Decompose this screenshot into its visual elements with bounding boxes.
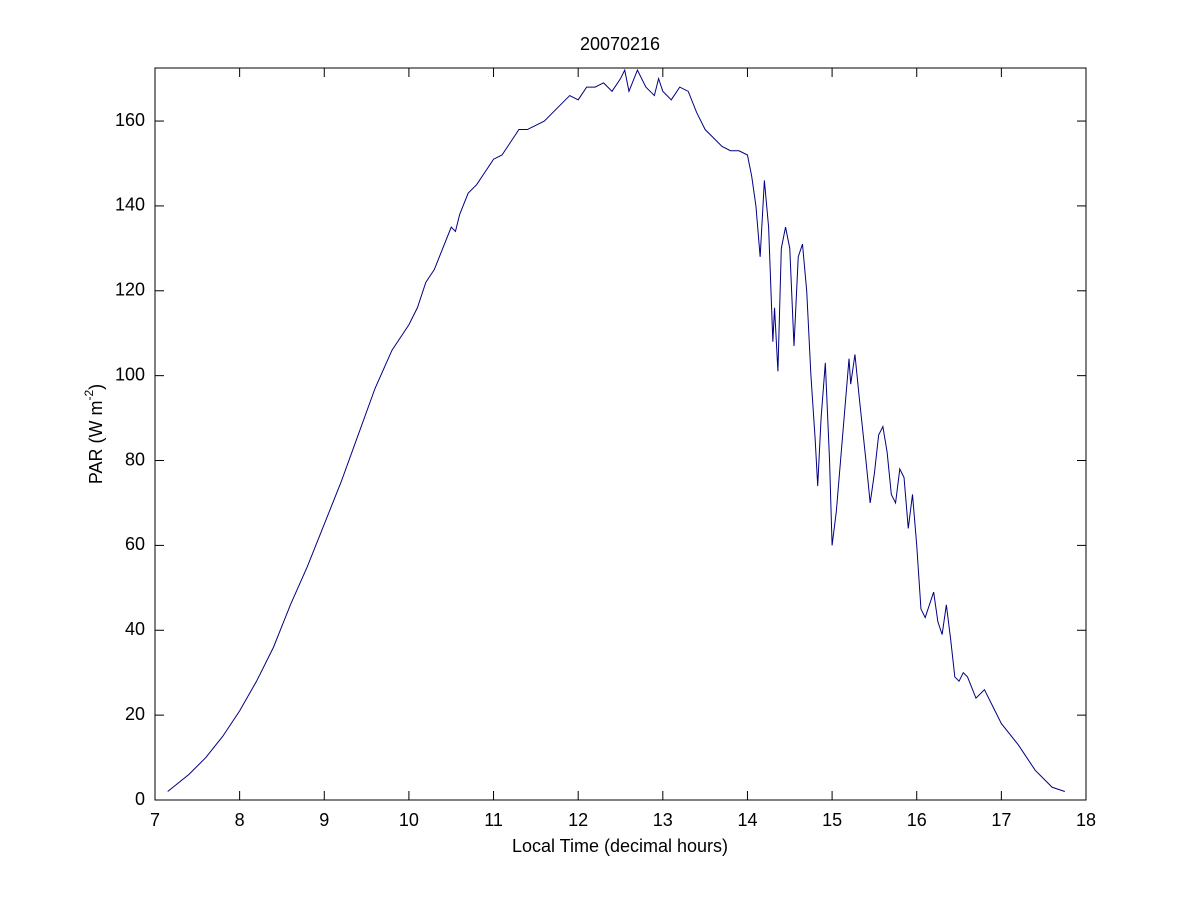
y-tick-label: 60 (125, 534, 145, 554)
x-tick-label: 7 (150, 810, 160, 830)
y-tick-label: 40 (125, 619, 145, 639)
x-tick-label: 8 (235, 810, 245, 830)
x-tick-label: 15 (822, 810, 842, 830)
data-line (167, 68, 1065, 792)
x-tick-label: 12 (568, 810, 588, 830)
plot-area (154, 67, 1087, 801)
y-label-sup: -2 (82, 390, 96, 401)
chart-title: 20070216 (580, 34, 660, 54)
y-label-end: ) (86, 384, 106, 390)
y-tick-label: 120 (115, 280, 145, 300)
y-label-base: PAR (W m (86, 401, 106, 485)
y-tick-label: 100 (115, 364, 145, 384)
y-tick-label: 140 (115, 195, 145, 215)
x-tick-label: 10 (399, 810, 419, 830)
y-axis-label: PAR (W m-2) (82, 384, 106, 484)
y-tick-label: 0 (135, 789, 145, 809)
x-tick-label: 11 (484, 810, 503, 830)
x-axis-label: Local Time (decimal hours) (512, 836, 728, 856)
y-tick-label: 20 (125, 704, 145, 724)
x-tick-label: 17 (991, 810, 1011, 830)
y-tick-label: 80 (125, 449, 145, 469)
x-tick-label: 14 (737, 810, 757, 830)
x-tick-label: 18 (1076, 810, 1096, 830)
x-tick-label: 9 (319, 810, 329, 830)
y-tick-label: 160 (115, 110, 145, 130)
x-tick-label: 16 (907, 810, 927, 830)
x-tick-label: 13 (653, 810, 673, 830)
